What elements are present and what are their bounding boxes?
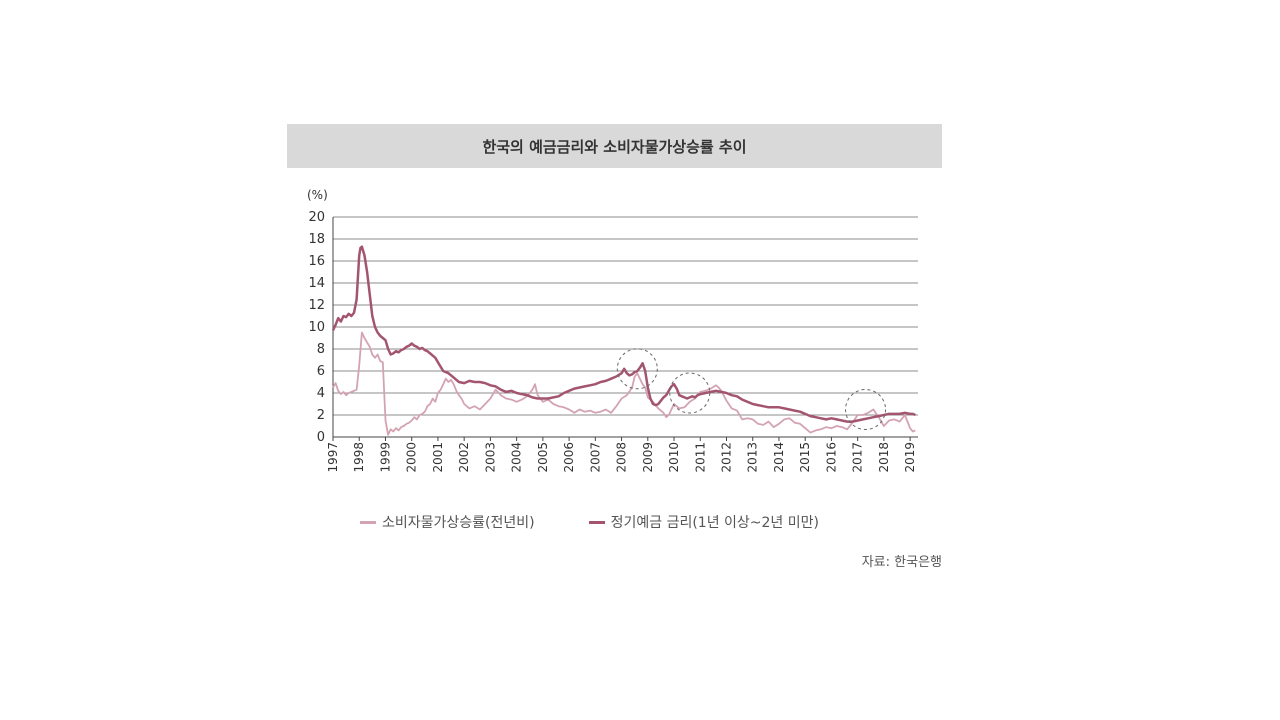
x-tick-label: 1999 xyxy=(378,442,392,473)
x-tick-label: 2016 xyxy=(824,442,838,473)
x-tick-label: 2002 xyxy=(457,442,471,473)
x-tick-label: 2009 xyxy=(641,442,655,473)
y-tick-label: 20 xyxy=(308,210,325,225)
y-tick-label: 4 xyxy=(317,386,325,401)
x-tick-label: 2008 xyxy=(615,442,629,473)
y-tick-label: 12 xyxy=(308,298,325,313)
legend-item-cpi: 소비자물가상승률(전년비) xyxy=(360,512,535,532)
y-tick-label: 10 xyxy=(308,320,325,335)
x-tick-label: 2000 xyxy=(405,442,419,473)
x-tick-label: 2007 xyxy=(588,442,602,473)
x-tick-label: 2013 xyxy=(746,442,760,473)
y-tick-label: 2 xyxy=(317,408,325,423)
x-tick-label: 1998 xyxy=(352,442,366,473)
x-tick-label: 2017 xyxy=(851,442,865,473)
x-tick-label: 2018 xyxy=(877,442,891,473)
legend-swatch-deposit-rate xyxy=(588,520,605,524)
x-tick-label: 2011 xyxy=(693,442,707,473)
x-tick-label: 2005 xyxy=(536,442,550,473)
x-tick-label: 2006 xyxy=(562,442,576,473)
y-tick-label: 16 xyxy=(308,254,325,269)
legend-label-deposit-rate: 정기예금 금리(1년 이상~2년 미만) xyxy=(610,515,819,531)
x-tick-label: 2010 xyxy=(667,442,681,473)
x-tick-label: 1997 xyxy=(326,442,340,473)
x-tick-label: 2019 xyxy=(903,442,917,473)
highlight-circle xyxy=(616,348,658,390)
chart-legend: 소비자물가상승률(전년비) 정기예금 금리(1년 이상~2년 미만) xyxy=(360,512,819,532)
chart-title: 한국의 예금금리와 소비자물가상승률 추이 xyxy=(287,124,942,168)
x-tick-label: 2015 xyxy=(798,442,812,473)
x-tick-label: 2003 xyxy=(483,442,497,473)
x-tick-label: 2001 xyxy=(431,442,445,473)
legend-item-deposit-rate: 정기예금 금리(1년 이상~2년 미만) xyxy=(588,512,819,532)
y-tick-label: 18 xyxy=(308,232,325,247)
legend-swatch-cpi xyxy=(360,520,376,524)
highlight-circle xyxy=(669,372,711,414)
y-tick-label: 6 xyxy=(317,364,325,379)
x-tick-label: 2012 xyxy=(719,442,733,473)
y-axis-unit: (%) xyxy=(307,188,328,202)
y-tick-label: 0 xyxy=(317,430,325,445)
x-tick-label: 2004 xyxy=(510,442,524,473)
source-note: 자료: 한국은행 xyxy=(861,555,942,570)
cpi-series-line xyxy=(332,331,916,436)
highlight-circle xyxy=(845,389,887,430)
deposit-rate-series-line xyxy=(331,245,916,423)
y-tick-label: 14 xyxy=(308,276,325,291)
legend-label-cpi: 소비자물가상승률(전년비) xyxy=(382,515,535,531)
y-tick-label: 8 xyxy=(317,342,325,357)
x-tick-label: 2014 xyxy=(772,442,786,473)
